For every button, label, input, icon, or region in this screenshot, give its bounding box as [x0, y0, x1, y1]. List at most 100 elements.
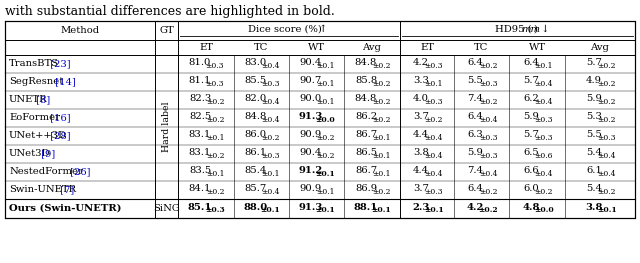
Text: 6.4: 6.4	[523, 58, 539, 67]
Text: HD95 (: HD95 (	[495, 25, 532, 34]
Text: 90.4: 90.4	[300, 58, 322, 67]
Text: ±0.3: ±0.3	[479, 152, 497, 160]
Text: 6.4: 6.4	[468, 112, 483, 121]
Text: ±0.4: ±0.4	[261, 62, 280, 70]
Text: ±0.4: ±0.4	[261, 116, 280, 124]
Text: ET: ET	[199, 43, 213, 52]
Text: Avg: Avg	[363, 43, 381, 52]
Text: 3.3: 3.3	[413, 76, 429, 85]
Text: with substantial differences are highlighted in bold.: with substantial differences are highlig…	[5, 5, 335, 18]
Text: ±0.4: ±0.4	[479, 170, 497, 178]
Text: ±0.2: ±0.2	[424, 116, 443, 124]
Text: 5.5: 5.5	[468, 76, 483, 85]
Text: ±0.4: ±0.4	[534, 98, 553, 106]
Text: 86.7: 86.7	[355, 166, 377, 175]
Text: 4.9: 4.9	[586, 76, 602, 85]
Text: 5.3: 5.3	[586, 112, 602, 121]
Text: 6.2: 6.2	[523, 94, 539, 103]
Text: Ours (Swin-UNETR): Ours (Swin-UNETR)	[9, 204, 122, 213]
Text: 5.7: 5.7	[523, 76, 539, 85]
Text: 82.0: 82.0	[244, 94, 267, 103]
Text: 5.9: 5.9	[468, 148, 483, 157]
Text: ±0.4: ±0.4	[598, 170, 616, 178]
Text: 6.3: 6.3	[468, 130, 483, 139]
Text: ±0.2: ±0.2	[534, 188, 553, 196]
Text: [23]: [23]	[47, 59, 71, 68]
Text: ±0.2: ±0.2	[316, 134, 335, 142]
Text: 85.5: 85.5	[244, 76, 267, 85]
Text: ±0.4: ±0.4	[598, 152, 616, 160]
Text: 86.5: 86.5	[355, 148, 377, 157]
Text: [7]: [7]	[57, 185, 74, 195]
Text: ±0.1: ±0.1	[316, 62, 335, 70]
Text: ±0.3: ±0.3	[205, 62, 224, 70]
Text: SiNG: SiNG	[153, 204, 180, 213]
Text: 3.7: 3.7	[413, 184, 429, 193]
Text: Swin-UNETR: Swin-UNETR	[9, 185, 76, 195]
Text: 6.6: 6.6	[523, 166, 539, 175]
Text: [16]: [16]	[47, 114, 71, 123]
Text: [9]: [9]	[38, 149, 55, 159]
Text: ±0.1: ±0.1	[316, 170, 335, 178]
Text: ±0.1: ±0.1	[424, 206, 444, 214]
Text: WT: WT	[529, 43, 545, 52]
Text: ±0.1: ±0.1	[534, 62, 553, 70]
Text: 6.4: 6.4	[468, 58, 483, 67]
Text: ±0.3: ±0.3	[424, 62, 443, 70]
Text: 86.7: 86.7	[355, 130, 377, 139]
Text: UNETR: UNETR	[9, 95, 47, 104]
Text: 91.3: 91.3	[298, 112, 323, 121]
Text: ±0.2: ±0.2	[598, 80, 616, 88]
Text: ±0.3: ±0.3	[534, 134, 553, 142]
Text: UNet3D: UNet3D	[9, 149, 51, 159]
Text: 90.9: 90.9	[300, 130, 322, 139]
Text: WT: WT	[308, 43, 325, 52]
Text: ±0.2: ±0.2	[479, 98, 497, 106]
Text: 86.2: 86.2	[355, 112, 377, 121]
Text: ±0.1: ±0.1	[316, 188, 335, 196]
Text: ±0.3: ±0.3	[424, 98, 443, 106]
Text: ±0.1: ±0.1	[597, 206, 616, 214]
Text: UNet++3D: UNet++3D	[9, 132, 67, 140]
Text: [26]: [26]	[67, 168, 90, 176]
Text: ±0.4: ±0.4	[479, 116, 497, 124]
Text: 86.9: 86.9	[355, 184, 377, 193]
Text: 81.0: 81.0	[189, 58, 211, 67]
Text: 85.7: 85.7	[244, 184, 267, 193]
Text: ) ↓: ) ↓	[534, 25, 549, 34]
Text: [8]: [8]	[33, 95, 51, 104]
Text: 83.1: 83.1	[189, 130, 211, 139]
Text: 90.0: 90.0	[300, 94, 322, 103]
Text: ET: ET	[420, 43, 434, 52]
Text: ±0.2: ±0.2	[316, 152, 335, 160]
Text: ±0.1: ±0.1	[260, 206, 280, 214]
Text: 6.0: 6.0	[523, 184, 539, 193]
Text: ±0.3: ±0.3	[597, 134, 616, 142]
Text: 4.0: 4.0	[413, 94, 429, 103]
Text: 88.0: 88.0	[243, 203, 268, 212]
Text: 85.1: 85.1	[188, 203, 212, 212]
Text: 5.5: 5.5	[586, 130, 602, 139]
Text: ±0.2: ±0.2	[479, 206, 498, 214]
Text: ±0.3: ±0.3	[534, 116, 553, 124]
Text: 83.0: 83.0	[244, 58, 267, 67]
Text: ±0.3: ±0.3	[261, 152, 280, 160]
Text: ↑: ↑	[319, 25, 327, 34]
Text: 86.1: 86.1	[244, 148, 267, 157]
Text: 90.9: 90.9	[300, 184, 322, 193]
Text: 84.1: 84.1	[189, 184, 211, 193]
Text: ±0.1: ±0.1	[261, 170, 280, 178]
Text: TransBTS: TransBTS	[9, 59, 59, 68]
Text: ±0.4: ±0.4	[424, 152, 443, 160]
Text: ±0.1: ±0.1	[316, 98, 335, 106]
Text: 4.2: 4.2	[413, 58, 429, 67]
Text: ±0.1: ±0.1	[371, 206, 391, 214]
Text: ±0.2: ±0.2	[205, 116, 224, 124]
Text: 5.9: 5.9	[586, 94, 602, 103]
Text: ±0.2: ±0.2	[598, 62, 616, 70]
Text: ±0.2: ±0.2	[205, 152, 224, 160]
Text: 6.1: 6.1	[586, 166, 602, 175]
Text: 5.9: 5.9	[523, 112, 539, 121]
Text: 84.8: 84.8	[244, 112, 267, 121]
Text: ±0.1: ±0.1	[316, 80, 335, 88]
